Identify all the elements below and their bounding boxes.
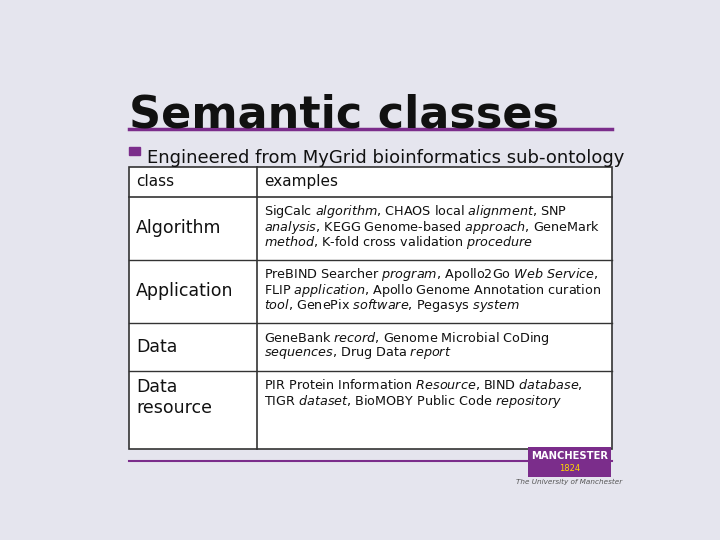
Text: PIR Protein Information $\it{Resource}$, BIND $\it{database}$,: PIR Protein Information $\it{Resource}$,… bbox=[264, 377, 583, 393]
Text: examples: examples bbox=[264, 174, 338, 189]
Text: Application: Application bbox=[136, 282, 234, 300]
Text: Data
resource: Data resource bbox=[136, 379, 212, 417]
Text: TIGR $\it{dataset}$, BioMOBY Public Code $\it{repository}$: TIGR $\it{dataset}$, BioMOBY Public Code… bbox=[264, 393, 562, 410]
Text: PreBIND Searcher $\it{program}$, Apollo2Go $\it{Web\ Service}$,: PreBIND Searcher $\it{program}$, Apollo2… bbox=[264, 266, 599, 284]
Text: $\it{sequences}$, Drug Data $\it{report}$: $\it{sequences}$, Drug Data $\it{report}… bbox=[264, 345, 452, 361]
Bar bbox=[528, 447, 611, 477]
Text: 1824: 1824 bbox=[559, 464, 580, 474]
Text: class: class bbox=[136, 174, 174, 189]
Text: GeneBank $\it{record}$, Genome Microbial CoDing: GeneBank $\it{record}$, Genome Microbial… bbox=[264, 329, 550, 347]
Bar bbox=[129, 147, 140, 156]
Text: SigCalc $\it{algorithm}$, CHAOS local $\it{alignment}$, SNP: SigCalc $\it{algorithm}$, CHAOS local $\… bbox=[264, 203, 567, 220]
Text: $\it{tool}$, GenePix $\it{software}$, Pegasys $\it{system}$: $\it{tool}$, GenePix $\it{software}$, Pe… bbox=[264, 297, 520, 314]
Text: Data: Data bbox=[136, 338, 178, 356]
Text: $\it{method}$, K-fold cross validation $\it{procedure}$: $\it{method}$, K-fold cross validation $… bbox=[264, 234, 534, 251]
Text: MANCHESTER: MANCHESTER bbox=[531, 451, 608, 461]
Text: Engineered from MyGrid bioinformatics sub-ontology: Engineered from MyGrid bioinformatics su… bbox=[148, 149, 625, 167]
Text: Semantic classes: Semantic classes bbox=[129, 94, 559, 137]
Text: $\it{analysis}$, KEGG Genome-based $\it{approach}$, GeneMark: $\it{analysis}$, KEGG Genome-based $\it{… bbox=[264, 219, 600, 235]
Text: Algorithm: Algorithm bbox=[136, 219, 222, 237]
Text: The University of Manchester: The University of Manchester bbox=[516, 480, 623, 485]
Bar bbox=[129, 167, 612, 449]
Text: FLIP $\it{application}$, Apollo Genome Annotation curation: FLIP $\it{application}$, Apollo Genome A… bbox=[264, 282, 601, 299]
